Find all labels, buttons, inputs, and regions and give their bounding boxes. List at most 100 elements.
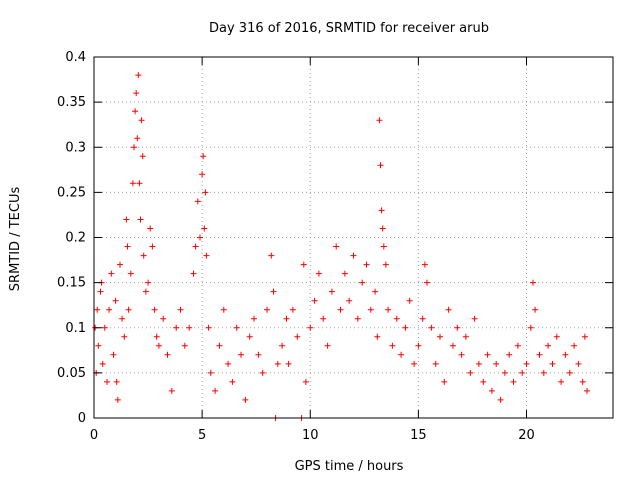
y-tick-label: 0.25 [57,185,86,200]
x-tick-label: 5 [198,428,206,443]
data-point [467,369,474,376]
x-tick-label: 10 [302,428,319,443]
axis-ticks: 0 0.05 0.1 0.15 0.2 0.25 0.3 0.35 0.4 0 5 10 15 20 [57,50,613,443]
data-point [346,297,353,304]
chart-title: Day 316 of 2016, SRMTID for receiver aru… [209,21,489,36]
data-point [121,333,128,340]
data-point [136,180,143,187]
data-point [151,306,158,313]
data-point [558,378,565,385]
data-point [337,306,344,313]
y-tick-label: 0.05 [57,366,86,381]
data-point [575,360,582,367]
data-point [181,342,188,349]
y-tick-label: 0.15 [57,276,86,291]
data-point [242,396,249,403]
data-point [192,243,199,250]
data-point [114,396,121,403]
data-point [95,342,102,349]
data-point [97,288,104,295]
data-point [300,261,307,268]
data-point [142,288,149,295]
data-point [155,342,162,349]
data-point [398,351,405,358]
data-point [378,207,385,214]
data-point [432,360,439,367]
data-point [212,387,219,394]
data-point [341,270,348,277]
data-point [255,351,262,358]
data-point [545,342,552,349]
data-point [549,360,556,367]
data-point [119,315,126,322]
data-point [225,360,232,367]
data-point [201,225,208,232]
data-point [415,342,422,349]
data-point [584,387,590,394]
data-point [110,351,117,358]
data-point [441,378,448,385]
data-point [173,324,180,331]
data-point [411,360,418,367]
data-point [285,360,292,367]
data-point [145,279,152,286]
data-point [123,216,130,223]
data-point [437,333,443,340]
data-point [264,306,270,313]
data-point [475,360,482,367]
y-tick-label: 0.3 [65,140,86,155]
data-point [135,72,142,79]
data-point [428,324,435,331]
data-point [510,378,517,385]
data-point [454,324,461,331]
data-point [108,270,115,277]
data-point [377,162,384,169]
data-point [168,387,175,394]
data-point [393,315,400,322]
data-point [354,315,361,322]
data-point [117,261,123,268]
data-point [274,360,281,367]
data-point [129,180,136,187]
data-point [372,288,379,295]
data-point [571,342,578,349]
data-point [379,225,386,232]
y-tick-label: 0.35 [57,95,86,110]
data-point [402,324,409,331]
y-axis-label: SRMTID / TECUs [8,187,23,292]
data-point [519,369,526,376]
data-point [268,252,275,259]
data-point [203,252,210,259]
data-points [92,72,590,421]
data-point [359,279,366,286]
data-point [259,369,266,376]
data-point [106,306,113,313]
data-point [458,351,465,358]
data-point [207,369,214,376]
data-point [497,396,504,403]
data-point [94,306,101,313]
data-point [501,369,508,376]
data-point [480,378,487,385]
data-point [216,342,223,349]
data-point [220,306,227,313]
data-point [493,360,500,367]
data-point [199,171,206,178]
y-tick-label: 0.1 [65,321,86,336]
data-point [471,315,478,322]
data-point [153,333,160,340]
data-point [382,261,389,268]
data-point [380,243,387,250]
data-point [445,306,452,313]
x-tick-label: 20 [518,428,535,443]
data-point [307,324,314,331]
data-point [127,270,134,277]
data-point [350,252,357,259]
data-point [389,342,396,349]
data-point [133,90,140,97]
data-point [194,198,201,205]
data-point [320,315,327,322]
y-tick-label: 0.2 [65,231,86,246]
data-point [160,315,167,322]
